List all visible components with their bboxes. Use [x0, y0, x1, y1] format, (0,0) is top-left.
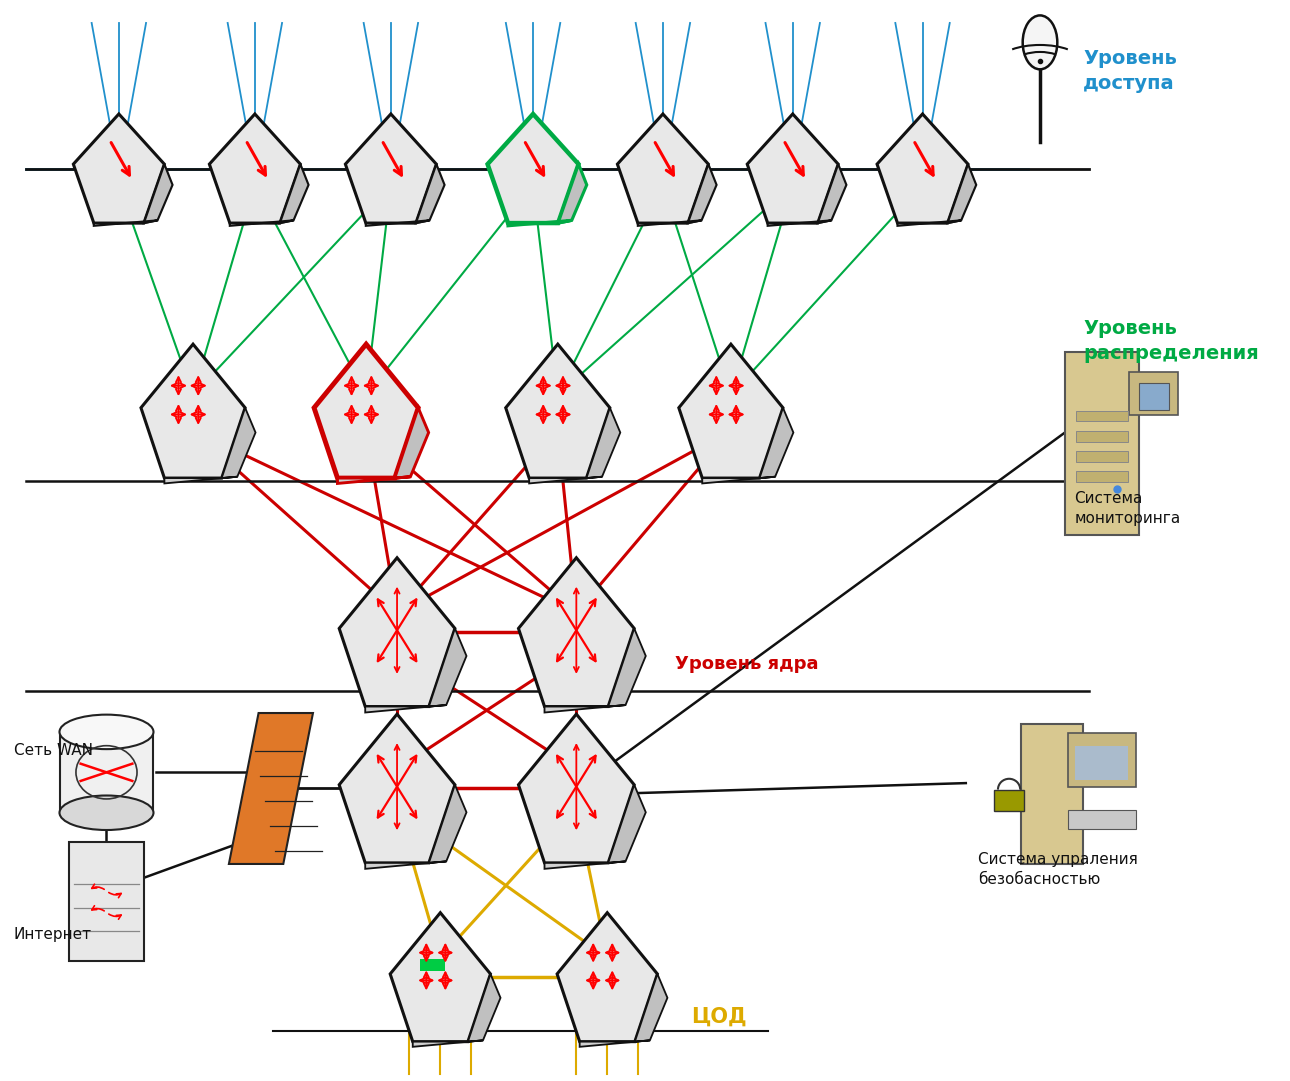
Bar	[1076, 430, 1127, 441]
Bar	[1139, 383, 1169, 410]
Polygon shape	[144, 164, 173, 223]
Polygon shape	[428, 785, 467, 863]
Polygon shape	[280, 164, 308, 223]
Ellipse shape	[1023, 15, 1058, 69]
Polygon shape	[506, 344, 610, 478]
Polygon shape	[747, 114, 838, 223]
Polygon shape	[74, 114, 164, 223]
Polygon shape	[94, 221, 157, 226]
Bar	[1129, 372, 1179, 415]
Polygon shape	[557, 912, 658, 1042]
Polygon shape	[428, 628, 467, 707]
Polygon shape	[366, 221, 430, 226]
Text: Система
мониторинга: Система мониторинга	[1075, 491, 1180, 525]
Bar	[1068, 733, 1135, 787]
Polygon shape	[222, 408, 255, 478]
Polygon shape	[544, 705, 626, 712]
Polygon shape	[559, 164, 587, 223]
Polygon shape	[635, 974, 667, 1042]
Polygon shape	[608, 785, 646, 863]
Polygon shape	[415, 164, 445, 223]
Polygon shape	[818, 164, 846, 223]
Polygon shape	[468, 974, 501, 1042]
Text: Уровень ядра: Уровень ядра	[675, 655, 819, 673]
Bar	[1068, 810, 1135, 829]
Bar	[995, 789, 1024, 811]
Bar	[1076, 746, 1129, 780]
Polygon shape	[230, 221, 294, 226]
Polygon shape	[346, 114, 436, 223]
Polygon shape	[587, 408, 620, 478]
Polygon shape	[948, 164, 977, 223]
Polygon shape	[338, 477, 410, 483]
Text: Система упраления
безобасностью: Система упраления безобасностью	[978, 852, 1138, 886]
Polygon shape	[209, 114, 301, 223]
Bar	[1076, 411, 1127, 422]
Text: Сеть WAN: Сеть WAN	[14, 744, 93, 758]
Polygon shape	[679, 344, 783, 478]
Polygon shape	[877, 114, 968, 223]
Polygon shape	[544, 862, 626, 869]
Polygon shape	[164, 477, 237, 483]
Text: Уровень
распределения: Уровень распределения	[1084, 319, 1259, 363]
Text: ЦОД: ЦОД	[691, 1007, 747, 1027]
Ellipse shape	[59, 796, 154, 830]
Polygon shape	[421, 959, 445, 971]
Polygon shape	[519, 558, 635, 707]
Polygon shape	[365, 705, 446, 712]
Polygon shape	[618, 114, 708, 223]
Bar	[1076, 451, 1127, 462]
Polygon shape	[508, 221, 571, 226]
Polygon shape	[608, 628, 646, 707]
Polygon shape	[413, 1040, 482, 1046]
Polygon shape	[313, 344, 418, 478]
Polygon shape	[637, 221, 702, 226]
Polygon shape	[228, 713, 313, 864]
Polygon shape	[141, 344, 245, 478]
Polygon shape	[529, 477, 602, 483]
Polygon shape	[579, 1040, 650, 1046]
Polygon shape	[339, 715, 455, 863]
Ellipse shape	[59, 715, 154, 749]
Bar	[1022, 724, 1084, 864]
Text: Интернет: Интернет	[14, 926, 92, 942]
Polygon shape	[688, 164, 716, 223]
Polygon shape	[898, 221, 961, 226]
Polygon shape	[390, 912, 490, 1042]
Text: Уровень
доступа: Уровень доступа	[1084, 50, 1178, 93]
Bar	[70, 842, 143, 961]
Polygon shape	[395, 408, 428, 478]
Polygon shape	[339, 558, 455, 707]
Polygon shape	[760, 408, 793, 478]
Polygon shape	[768, 221, 831, 226]
Polygon shape	[702, 477, 775, 483]
Bar	[59, 732, 154, 813]
Polygon shape	[365, 862, 446, 869]
Polygon shape	[488, 114, 578, 223]
Polygon shape	[519, 715, 635, 863]
Bar	[1064, 351, 1139, 535]
Bar	[1076, 471, 1127, 482]
